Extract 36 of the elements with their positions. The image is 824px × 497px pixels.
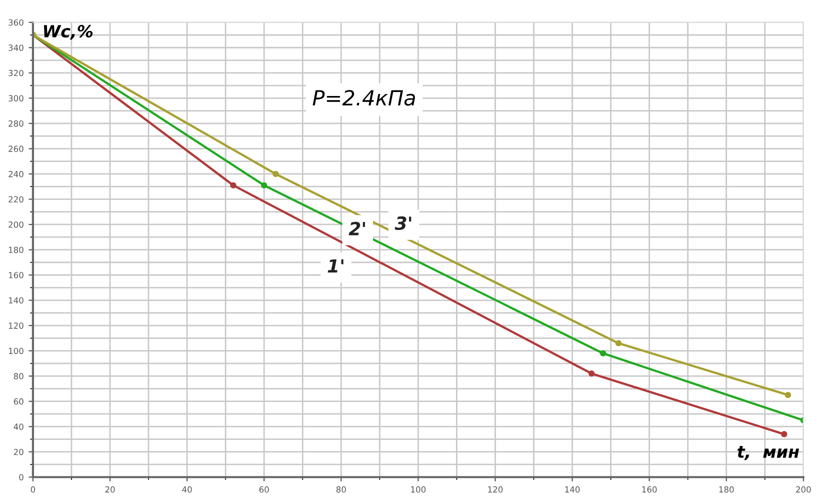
- y-tick-label: 240: [8, 170, 24, 178]
- series-label: 1': [328, 259, 344, 272]
- x-tick-label: 60: [259, 486, 269, 493]
- y-tick-label: 320: [8, 70, 24, 76]
- y-tick-label: 100: [8, 348, 24, 354]
- series-label: 2': [348, 222, 365, 236]
- y-tick-label: 80: [14, 373, 24, 380]
- y-tick-label: 180: [8, 246, 24, 254]
- y-tick-label: 140: [8, 297, 24, 304]
- y-tick-label: 220: [8, 196, 24, 202]
- y-tick-label: 360: [8, 19, 24, 26]
- x-tick-label: 160: [642, 486, 657, 493]
- x-tick-label: 80: [336, 486, 346, 493]
- y-tick-label: 160: [8, 272, 24, 278]
- x-tick-label: 140: [565, 486, 580, 493]
- x-tick-label: 120: [488, 486, 503, 493]
- x-tick-label: 180: [719, 486, 734, 493]
- y-tick-label: 200: [8, 221, 24, 228]
- x-tick-label: 40: [182, 486, 192, 493]
- x-axis-title: t, мин: [738, 446, 799, 460]
- y-tick-label: 20: [14, 448, 24, 456]
- y-tick-label: 300: [8, 95, 24, 102]
- x-tick-label: 20: [105, 486, 115, 493]
- y-tick-label: 280: [8, 120, 24, 127]
- x-tick-label: 100: [411, 486, 426, 493]
- y-tick-label: 0: [19, 474, 24, 480]
- y-tick-label: 340: [8, 44, 24, 51]
- y-tick-label: 120: [8, 322, 24, 329]
- y-tick-label: 40: [14, 424, 24, 430]
- x-tick-label: 0: [30, 486, 36, 493]
- y-tick-label: 260: [8, 146, 24, 152]
- x-tick-label: 200: [796, 486, 811, 493]
- y-axis-title: Wc,%: [44, 24, 93, 40]
- annotation: P=2.4кПа: [312, 90, 415, 106]
- series-label: 3': [394, 216, 412, 230]
- y-tick-label: 60: [14, 398, 24, 405]
